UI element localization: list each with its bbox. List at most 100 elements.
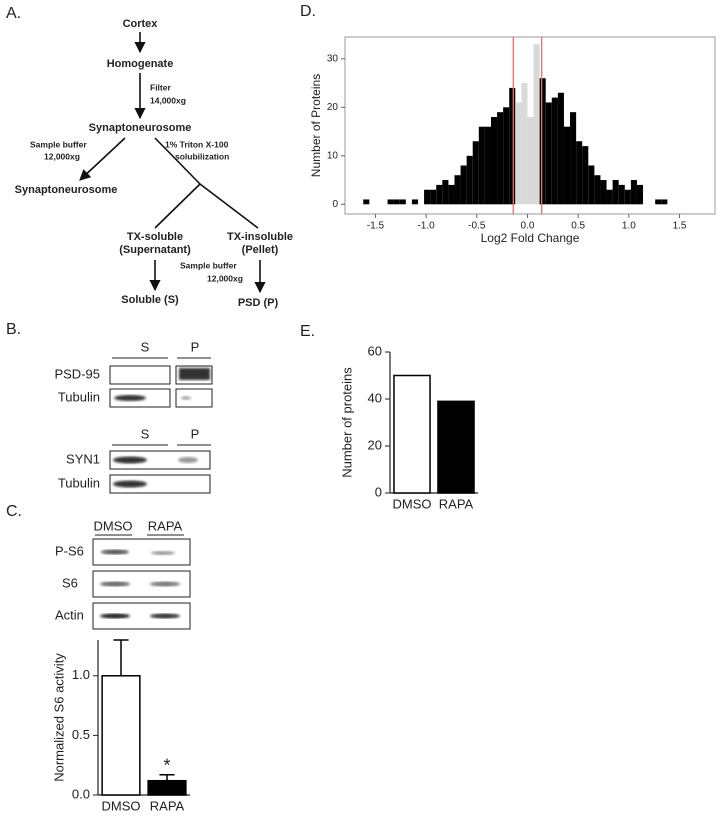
bar <box>393 374 431 494</box>
row-label: SYN1 <box>66 451 100 466</box>
lane-label: P <box>191 339 200 354</box>
band <box>179 368 210 380</box>
node: Soluble (S) <box>121 294 179 306</box>
y-tick-label: 20 <box>327 102 339 113</box>
x-tick-label: 0.5 <box>571 221 585 232</box>
edge-label: 12,000xg <box>207 273 243 283</box>
band <box>181 396 191 400</box>
row-label: Actin <box>55 607 84 622</box>
histogram-bar <box>472 141 479 205</box>
blot-strip <box>109 474 211 494</box>
node: Cortex <box>123 18 159 30</box>
edge-label: Sample buffer <box>180 260 237 270</box>
arrow <box>154 137 201 185</box>
y-tick-label: 20 <box>368 437 382 452</box>
node: (Supernatant) <box>119 244 191 256</box>
histogram-bar <box>393 199 400 205</box>
band <box>101 549 129 555</box>
arrow <box>79 137 126 181</box>
row-label: Tubulin <box>58 475 100 490</box>
x-tick-label: 0.0 <box>521 221 535 232</box>
row-label: P-S6 <box>55 543 84 558</box>
panel-label: A. <box>6 5 21 22</box>
row-label: PSD-95 <box>54 366 100 381</box>
histogram-bar <box>551 97 558 205</box>
row-label: Tubulin <box>58 389 100 404</box>
histogram-bar <box>539 78 546 205</box>
lane-label: P <box>191 426 200 441</box>
histogram-bar <box>363 199 370 205</box>
histogram-bar <box>448 184 455 205</box>
panel-label: B. <box>6 321 21 338</box>
y-tick-label: 60 <box>368 343 382 358</box>
histogram-bar <box>521 83 528 205</box>
node: (Pellet) <box>242 244 279 256</box>
histogram-bar <box>588 165 595 205</box>
histogram-bar <box>478 126 485 205</box>
histogram-bar <box>442 180 449 205</box>
histogram-bar <box>624 189 631 205</box>
node: Synaptoneurosome <box>89 122 192 134</box>
histogram-bar <box>497 112 504 205</box>
western-blot: S P PSD-95 Tubulin S P SYN1 Tubulin <box>54 339 213 494</box>
x-tick-label: -1.5 <box>367 221 385 232</box>
band <box>150 613 180 619</box>
band <box>113 456 147 464</box>
histogram-bar <box>399 199 406 205</box>
node: TX-soluble <box>127 231 183 243</box>
band <box>151 551 175 555</box>
y-tick-label: 0.5 <box>72 727 90 742</box>
y-axis-label: Normalized S6 activity <box>51 653 66 782</box>
histogram-bar <box>430 189 437 205</box>
histogram-bar <box>570 112 577 205</box>
blot-strip <box>109 450 211 470</box>
histogram-bar <box>618 184 625 205</box>
histogram-bar <box>460 165 467 205</box>
band <box>178 457 198 463</box>
histogram-bar <box>509 87 516 205</box>
histogram-bar <box>454 175 461 205</box>
panel-label: C. <box>6 503 22 520</box>
y-tick-label: 0 <box>375 484 382 499</box>
histogram-bar <box>490 117 498 205</box>
histogram-bar <box>594 175 601 205</box>
row-label: S6 <box>62 575 78 590</box>
western-blot: DMSO RAPA P-S6 S6 Actin <box>55 518 191 630</box>
x-tick-label: 1.0 <box>622 221 636 232</box>
y-axis-label: Number of proteins <box>339 367 354 478</box>
histogram-bar <box>527 117 534 205</box>
y-tick-label: 30 <box>327 53 339 64</box>
x-tick-label: 1.5 <box>673 221 687 232</box>
histogram-bar <box>661 199 668 205</box>
error-bar <box>113 639 129 676</box>
histogram-bar <box>484 126 491 205</box>
band <box>150 581 180 587</box>
node: Homogenate <box>107 58 174 70</box>
histogram-bar <box>424 189 431 205</box>
band <box>113 480 147 488</box>
lane-label: S <box>141 426 150 441</box>
lane-label: RAPA <box>148 518 183 533</box>
annotation: * <box>163 755 170 775</box>
panel-label: E. <box>300 323 315 340</box>
histogram-bar <box>630 180 637 205</box>
histogram-bar <box>563 126 571 205</box>
lane-label: S <box>141 339 150 354</box>
y-tick-label: 1.0 <box>72 667 90 682</box>
bar <box>147 779 187 796</box>
workflow-diagram: Cortex Homogenate Filter 14,000xg Synapt… <box>15 18 293 309</box>
edge-label: Sample buffer <box>30 139 87 149</box>
node: Synaptoneurosome <box>15 184 118 196</box>
edge-label: Filter <box>150 82 171 92</box>
band <box>114 395 146 401</box>
y-tick-label: 0 <box>332 199 338 210</box>
lane-label: DMSO <box>94 518 133 533</box>
y-tick-label: 0.0 <box>72 786 90 801</box>
histogram-bar <box>557 92 564 205</box>
histogram-bar <box>655 199 662 205</box>
panel-label: D. <box>300 3 316 20</box>
error-bar <box>159 773 175 781</box>
histogram-bar <box>612 180 619 205</box>
edge-label: 14,000xg <box>150 95 186 105</box>
histogram-bar <box>582 146 589 205</box>
